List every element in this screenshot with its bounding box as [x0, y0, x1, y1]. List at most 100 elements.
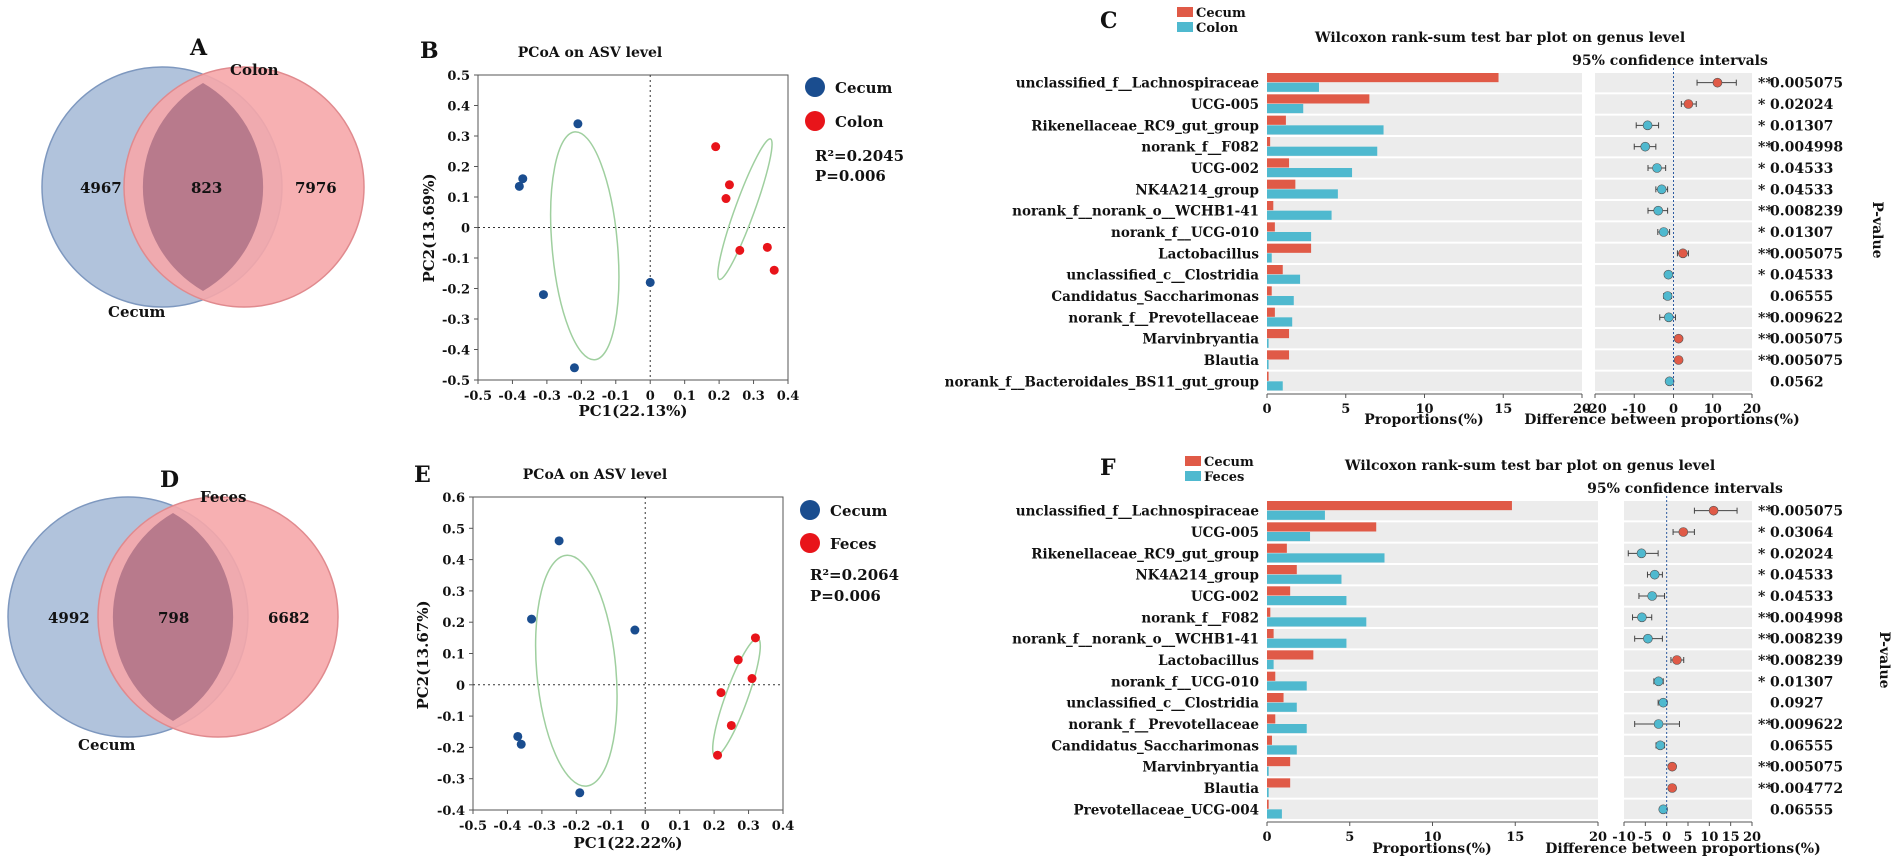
bar-colon — [1267, 338, 1269, 348]
category-label: norank_f__UCG-010 — [1111, 674, 1259, 690]
bar-cecum — [1267, 350, 1290, 360]
significance-mark: * — [1758, 589, 1766, 605]
p-value: 0.01307 — [1770, 118, 1833, 134]
bar-cecum — [1267, 115, 1286, 125]
row-background — [1267, 222, 1582, 242]
significance-mark: ** — [1758, 653, 1773, 669]
p-value: 0.005075 — [1770, 760, 1843, 776]
scatter-point-colon — [724, 180, 734, 190]
venn-overlap — [112, 513, 234, 721]
bar-colon — [1267, 296, 1294, 306]
wilcoxon-panel-f: F Cecum Feces Wilcoxon rank-sum test bar… — [1012, 455, 1892, 857]
x-tick-label: 15 — [1506, 830, 1524, 845]
xlabel-proportions: Proportions(%) — [1364, 412, 1483, 428]
row-background — [1267, 201, 1582, 221]
category-label: Rikenellaceae_RC9_gut_group — [1031, 118, 1259, 134]
bar-cecum — [1267, 586, 1291, 596]
bar-feces — [1267, 809, 1282, 819]
significance-mark: ** — [1758, 717, 1773, 733]
bar-colon — [1267, 146, 1378, 156]
pcoa-title: PCoA on ASV level — [523, 467, 667, 483]
scatter-point-feces — [750, 633, 760, 643]
y-tick-label: -0.1 — [442, 252, 470, 267]
p-value: 0.0927 — [1770, 696, 1824, 712]
scatter-point-feces — [733, 655, 743, 665]
row-background — [1267, 350, 1582, 370]
x-tick-label: 20 — [1743, 830, 1761, 845]
scatter-point-cecum — [527, 614, 537, 624]
difference-point — [1653, 719, 1664, 729]
x-tick-label: 0.1 — [673, 389, 696, 404]
scatter-point-feces — [747, 674, 757, 684]
difference-point — [1642, 120, 1653, 131]
significance-mark: ** — [1758, 610, 1773, 626]
x-tick-label: 0 — [1262, 402, 1271, 417]
bar-colon — [1267, 381, 1283, 391]
scatter-point-cecum — [630, 625, 640, 635]
plot-frame — [472, 496, 784, 811]
bar-feces — [1267, 766, 1269, 776]
difference-point — [1672, 655, 1682, 665]
y-tick-label: 0.2 — [447, 161, 470, 176]
difference-point — [1656, 184, 1667, 195]
category-label: Candidatus_Saccharimonas — [1051, 289, 1259, 305]
venn-panel-d: D Feces Cecum 4992 798 6682 — [7, 467, 339, 754]
x-tick-label: -0.5 — [459, 819, 487, 834]
row-background — [1267, 799, 1598, 819]
p-value: 0.004998 — [1770, 610, 1843, 626]
x-tick-label: 0.3 — [742, 389, 765, 404]
row-background — [1595, 137, 1752, 157]
bar-cecum — [1267, 757, 1291, 767]
bar-colon — [1267, 253, 1272, 263]
bar-cecum — [1267, 543, 1287, 553]
stat-r2: R²=0.2045 — [815, 147, 904, 165]
row-background — [1624, 778, 1752, 798]
bar-colon — [1267, 189, 1338, 199]
x-tick-label: -0.3 — [533, 389, 561, 404]
y-tick-label: 0.3 — [447, 130, 470, 145]
difference-point — [1678, 248, 1688, 259]
y-tick-label: 0.6 — [442, 491, 465, 506]
category-label: Blautia — [1204, 781, 1259, 797]
scatter-point-cecum — [554, 536, 564, 546]
category-label: Marvinbryantia — [1142, 332, 1259, 348]
row-background — [1595, 329, 1752, 349]
category-label: Prevotellaceae_UCG-004 — [1073, 802, 1259, 818]
bar-cecum — [1267, 73, 1499, 83]
category-label: UCG-005 — [1191, 97, 1259, 113]
significance-mark: ** — [1758, 310, 1773, 326]
significance-mark: ** — [1758, 204, 1773, 220]
legend-colon-swatch — [1177, 22, 1193, 32]
x-tick-label: 0.1 — [668, 819, 691, 834]
legend-feces-label: Feces — [830, 535, 877, 553]
venn-left-label: Cecum — [78, 736, 136, 754]
significance-mark: * — [1758, 674, 1766, 690]
p-value: 0.004772 — [1770, 781, 1843, 797]
legend-cecum-dot — [800, 500, 820, 520]
panel-letter: F — [1100, 455, 1116, 481]
p-value: 0.04533 — [1770, 161, 1833, 177]
x-tick-label: -0.4 — [493, 819, 521, 834]
p-value: 0.02024 — [1770, 546, 1834, 562]
venn-right-count: 7976 — [295, 179, 337, 197]
x-tick-label: -0.2 — [567, 389, 595, 404]
row-background — [1267, 329, 1582, 349]
scatter-point-colon — [735, 245, 745, 255]
row-background — [1624, 543, 1752, 563]
scatter-point-cecum — [573, 119, 583, 129]
panel-letter: E — [414, 462, 431, 488]
difference-point — [1658, 804, 1669, 815]
bar-cecum — [1267, 201, 1274, 211]
venn-overlap — [142, 83, 264, 291]
scatter-point-cecum — [513, 731, 523, 741]
venn-overlap-count: 823 — [191, 179, 222, 197]
legend-colon-label: Colon — [835, 113, 884, 131]
bar-feces — [1267, 788, 1269, 798]
difference-point — [1636, 548, 1647, 559]
difference-point — [1655, 740, 1666, 751]
p-value: 0.009622 — [1770, 717, 1843, 733]
y-tick-label: -0.3 — [437, 773, 465, 788]
ci-label: 95% confidence intervals — [1572, 53, 1768, 69]
category-label: UCG-005 — [1191, 525, 1259, 541]
